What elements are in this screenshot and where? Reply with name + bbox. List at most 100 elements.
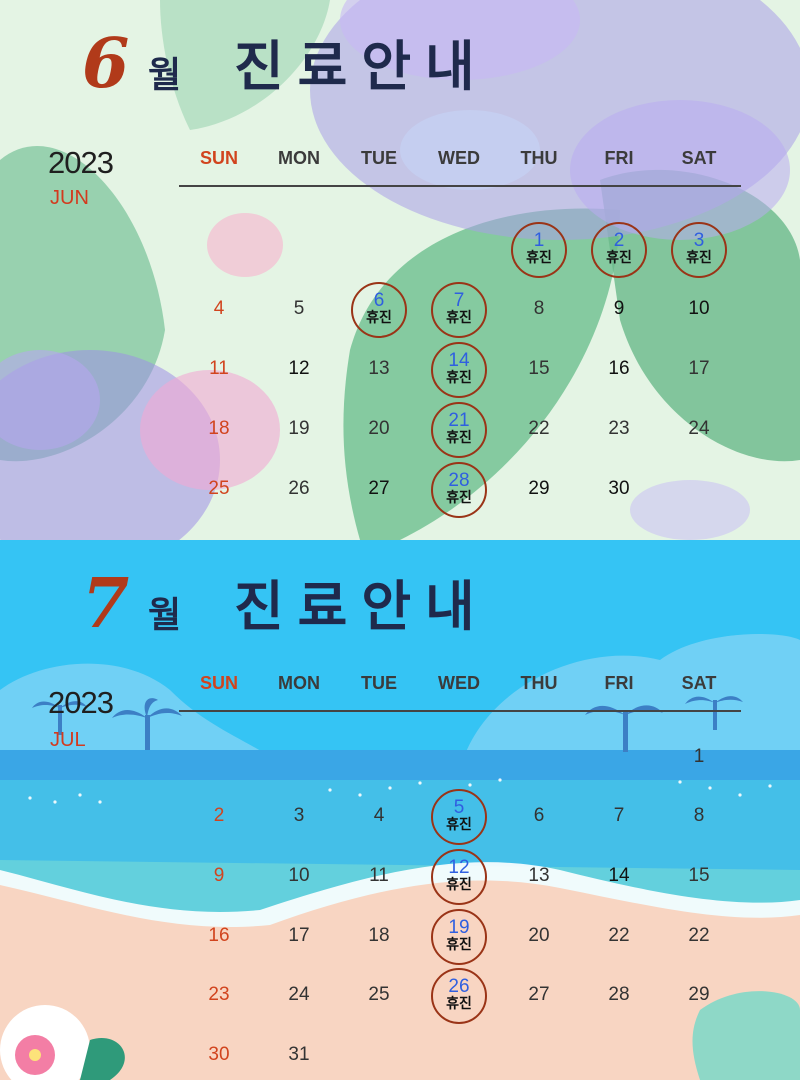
day-number: 22 [528,418,550,439]
day-cell: 13 [499,847,579,907]
closed-day-circle [351,282,407,338]
closed-day-cell: 26 휴진 [419,966,499,1026]
day-number: 21 [448,410,470,431]
weekday-label: MON [278,673,320,693]
day-cell: 20 [339,400,419,460]
day-cell: 30 [579,460,659,520]
closed-day-label: 휴진 [446,430,472,446]
day-number: 19 [448,917,470,938]
hibiscus-flower-icon [0,1005,125,1080]
day-cell: 17 [259,907,339,967]
day-number: 4 [373,805,385,826]
day-number: 11 [209,358,229,379]
day-cell: 11 [179,340,259,400]
day-number: 25 [208,478,230,499]
day-cell: 20 [499,907,579,967]
day-number: 18 [208,418,230,439]
hydrangea-flower-icon [207,213,283,277]
closed-day-circle [431,968,487,1024]
closed-day-label: 휴진 [526,250,552,266]
day-number: 30 [208,1044,230,1065]
closed-day-circle [431,282,487,338]
closed-day-label: 휴진 [446,490,472,506]
closed-day-circle [671,222,727,278]
year-label: 2023 [48,145,114,180]
weekday-label: THU [520,148,558,168]
day-number: 10 [688,298,710,319]
closed-day-label: 휴진 [446,937,472,953]
closed-day-cell: 6 휴진 [339,280,419,340]
day-cell: 23 [579,400,659,460]
day-cell: 3 [259,787,339,847]
closed-day-label: 휴진 [446,996,472,1012]
day-cell: 16 [179,907,259,967]
day-cell: 22 [499,400,579,460]
day-number: 27 [368,478,390,499]
day-cell: 24 [259,966,339,1026]
day-number: 20 [368,418,390,439]
day-number: 27 [528,984,550,1005]
beach-background [0,634,800,1080]
page-title: 진료안내 [234,575,489,638]
day-cell: 10 [659,280,739,340]
header-divider [179,185,741,187]
day-number: 29 [688,984,710,1005]
closed-day-label: 휴진 [606,250,632,266]
day-cell: 29 [499,460,579,520]
weekday-label: SUN [199,148,238,168]
day-number: 17 [688,358,710,379]
weekday-label: SAT [681,673,717,693]
day-number: 14 [448,350,470,371]
day-cell: 31 [259,1026,339,1080]
closed-day-circle [431,909,487,965]
palm-tree-icon [112,698,182,750]
day-cell: 13 [339,340,419,400]
day-cell: 5 [259,280,339,340]
day-cell: 11 [339,847,419,907]
closed-day-cell: 28 휴진 [419,460,499,520]
closed-day-cell: 5 휴진 [419,787,499,847]
closed-day-circle [431,789,487,845]
weekday-label: WED [438,148,480,168]
day-number: 31 [288,1044,310,1065]
closed-day-label: 휴진 [446,370,472,386]
day-number: 23 [608,418,630,439]
closed-day-cell: 7 휴진 [419,280,499,340]
day-number: 2 [613,230,625,251]
weekday-label: FRI [604,148,634,168]
monstera-leaf-icon [692,991,800,1080]
day-number: 25 [368,984,390,1005]
day-number: 5 [293,298,305,319]
day-cell: 14 [579,847,659,907]
weekday-label: TUE [361,673,397,693]
day-cell: 27 [499,966,579,1026]
day-cell: 24 [659,400,739,460]
weekday-label: THU [520,673,558,693]
day-number: 7 [453,290,465,311]
day-cell: 26 [259,460,339,520]
day-cell: 7 [579,787,659,847]
day-cell: 22 [579,907,659,967]
day-cell: 4 [339,787,419,847]
day-number: 22 [688,925,710,946]
month-suffix: 월 [148,55,182,96]
day-number: 24 [688,418,710,439]
day-number: 23 [208,984,230,1005]
day-number: 4 [213,298,225,319]
day-cell: 8 [659,787,739,847]
day-cell: 25 [179,460,259,520]
day-cell: 18 [179,400,259,460]
day-number: 12 [288,358,310,379]
day-number: 29 [528,478,550,499]
day-number: 26 [288,478,310,499]
header-divider [179,710,741,712]
month-number: 6 [82,24,130,104]
closed-day-cell: 21 휴진 [419,400,499,460]
day-cell: 6 [499,787,579,847]
day-cell: 19 [259,400,339,460]
closed-day-cell: 12 휴진 [419,847,499,907]
day-cell: 23 [179,966,259,1026]
month-number: 7 [82,564,130,644]
closed-day-cell: 14 휴진 [419,340,499,400]
day-number: 13 [368,358,390,379]
